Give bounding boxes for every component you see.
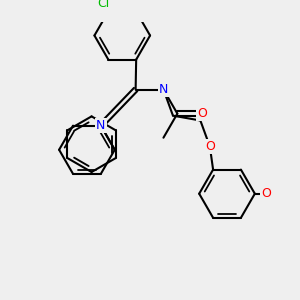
Text: O: O	[261, 187, 271, 200]
Text: N: N	[159, 83, 168, 96]
Text: Cl: Cl	[98, 0, 110, 10]
Text: N: N	[96, 119, 106, 132]
Text: O: O	[205, 140, 215, 153]
Text: O: O	[197, 107, 207, 120]
